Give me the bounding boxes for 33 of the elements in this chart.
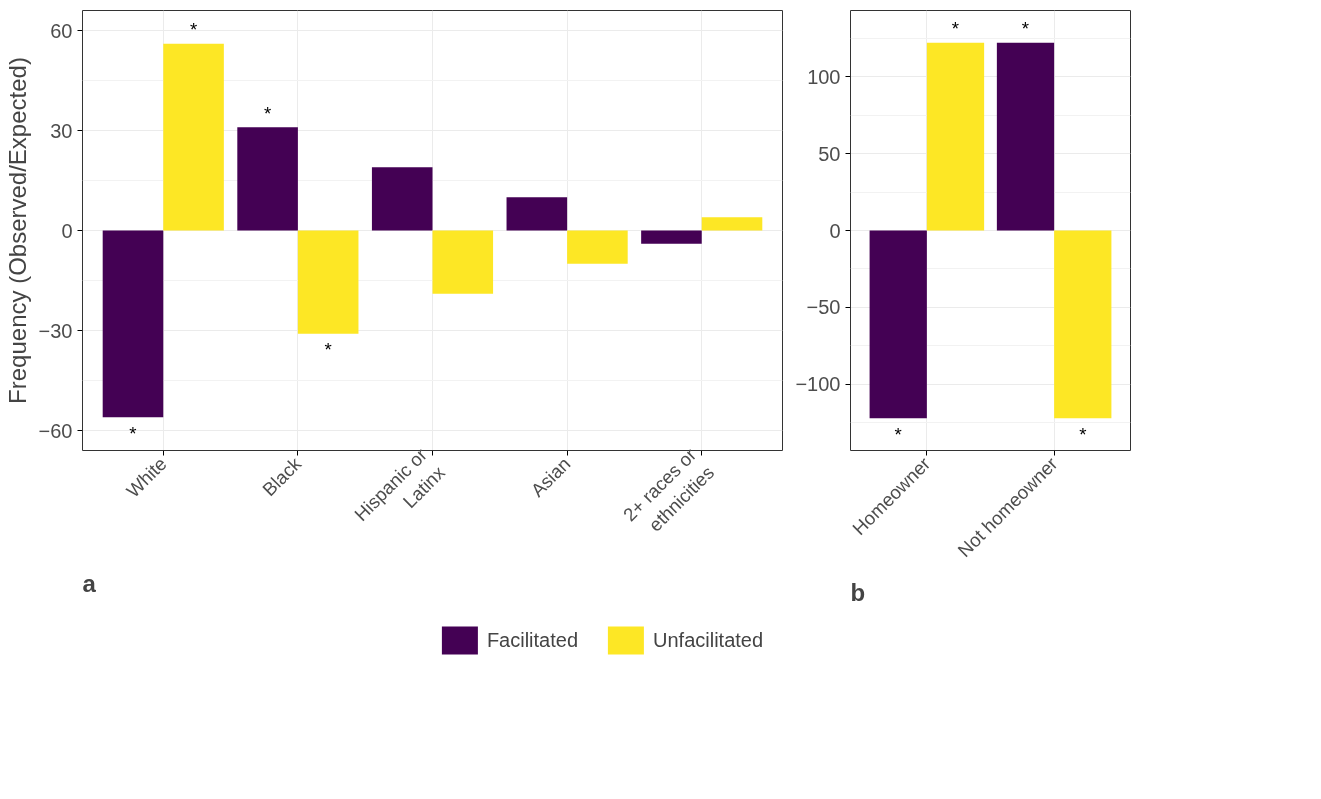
y-tick-label: −100 [795, 373, 841, 396]
y-tick-label: 60 [50, 19, 73, 42]
y-tick-label: 50 [818, 142, 841, 165]
y-tick-label: −30 [38, 319, 73, 342]
bar [102, 230, 164, 418]
bar [567, 230, 628, 264]
y-tick-label: −50 [806, 296, 841, 319]
annotation: * [1021, 18, 1030, 40]
text: b [850, 578, 866, 606]
annotation: * [894, 423, 902, 445]
annotation: * [1079, 423, 1087, 445]
y-tick-label: −60 [38, 419, 73, 442]
bar [701, 217, 763, 231]
text: a [82, 569, 97, 597]
y-tick-label: 0 [61, 219, 73, 242]
annotation: * [263, 102, 272, 124]
bar [432, 230, 494, 294]
annotation: * [951, 18, 960, 40]
bar [163, 43, 224, 231]
y-tick-label: 100 [807, 65, 841, 88]
bar [371, 167, 433, 231]
bar [641, 230, 702, 244]
legend-label: Facilitated [486, 628, 579, 652]
bar [237, 127, 298, 231]
annotation: * [189, 19, 198, 41]
y-tick-label: 30 [50, 119, 73, 142]
legend-label: Unfacilitated [653, 628, 764, 652]
bar [297, 230, 359, 334]
annotation: * [129, 422, 137, 444]
annotation: * [324, 339, 332, 361]
bar [506, 197, 568, 231]
y-axis-title: Frequency (Observed/Expected) [3, 57, 31, 404]
y-tick-label: 0 [829, 219, 841, 242]
